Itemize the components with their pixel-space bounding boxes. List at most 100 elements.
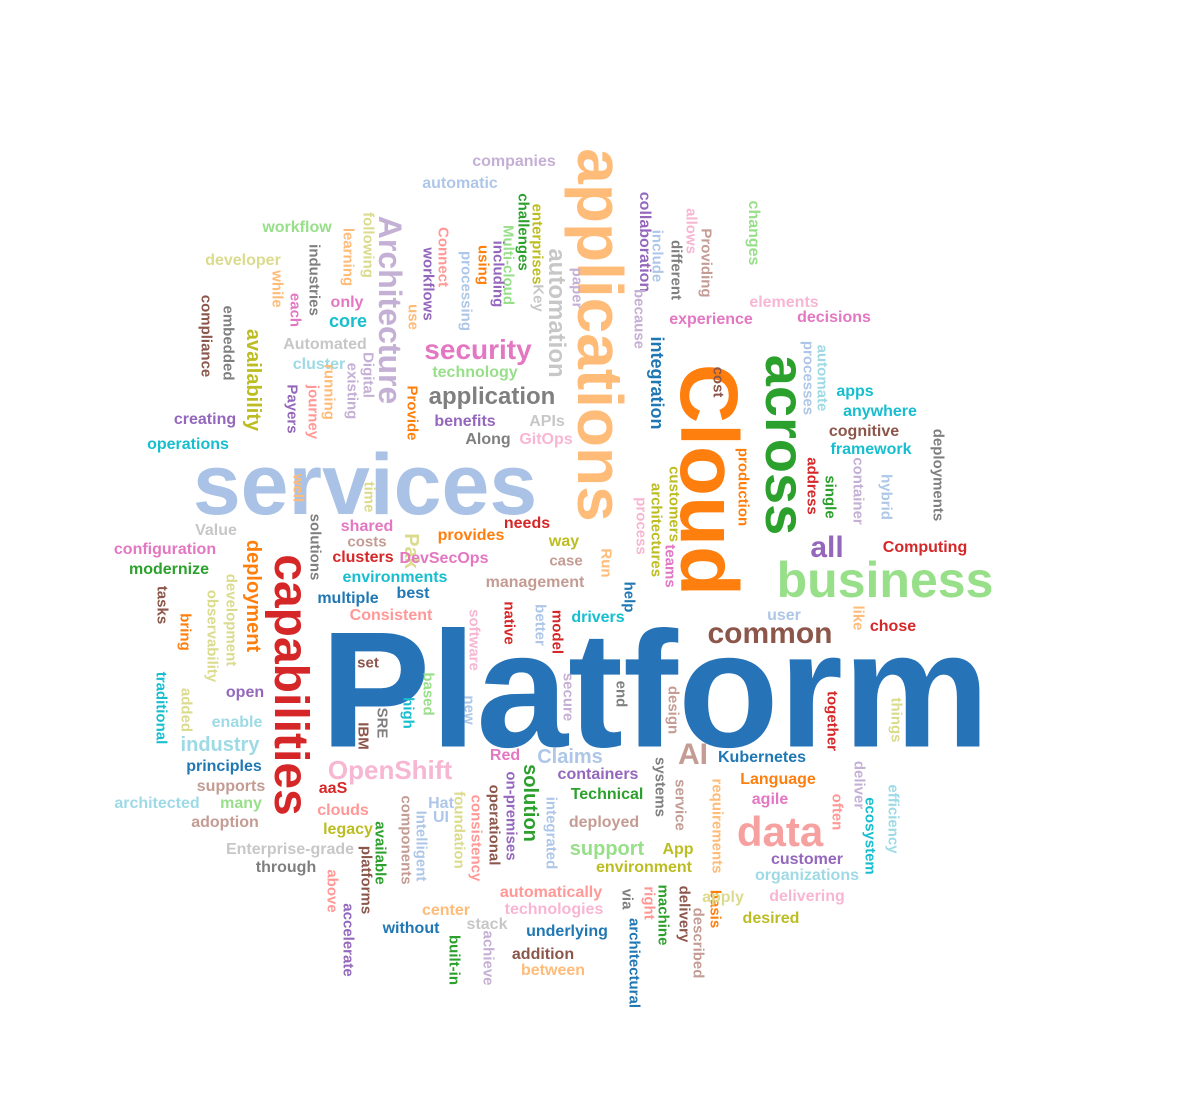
cloud-word: Language (740, 771, 816, 788)
cloud-word: accelerate (339, 903, 357, 977)
cloud-word: security (424, 334, 532, 365)
cloud-word: cluster (292, 356, 346, 373)
cloud-word: costs (347, 533, 387, 551)
cloud-word: enterprises (528, 203, 546, 285)
cloud-word: desired (742, 910, 800, 927)
cloud-word: environment (595, 859, 693, 876)
cloud-word: way (548, 533, 580, 550)
cloud-word: Hat (428, 795, 454, 812)
cloud-word: containers (557, 766, 639, 783)
cloud-word: without (382, 920, 440, 937)
cloud-word: workflow (262, 219, 332, 236)
cloud-word: configuration (113, 541, 217, 558)
cloud-word: capabilities (264, 554, 317, 816)
cloud-word: end (612, 680, 630, 708)
cloud-word: processing (457, 250, 475, 332)
cloud-word: include (648, 229, 666, 283)
cloud-word: teams (661, 544, 679, 588)
cloud-word: only (330, 294, 364, 311)
cloud-word: apps (836, 383, 874, 400)
cloud-word: single (821, 475, 839, 519)
cloud-word: support (569, 838, 645, 860)
cloud-word: while (268, 270, 286, 308)
cloud-word: service (671, 779, 689, 831)
cloud-word: hybrid (877, 474, 895, 520)
cloud-word: Along (465, 431, 511, 448)
cloud-word: challenges (514, 193, 532, 271)
cloud-word: technologies (504, 901, 604, 918)
cloud-word: companies (472, 153, 556, 170)
cloud-word: case (549, 552, 583, 570)
cloud-word: UI (433, 809, 449, 826)
cloud-word: efficiency (884, 784, 902, 854)
cloud-word: underlying (526, 923, 608, 940)
cloud-word: cost (709, 366, 727, 398)
cloud-word: needs (503, 515, 551, 532)
cloud-word: enable (211, 714, 263, 731)
cloud-word: address (803, 457, 821, 515)
cloud-word: high (399, 697, 417, 729)
cloud-word: paper (568, 267, 586, 309)
cloud-word: better (531, 604, 549, 646)
cloud-word: drivers (571, 609, 625, 626)
cloud-word: Intelligent (412, 810, 430, 882)
cloud-word: user (767, 607, 801, 624)
cloud-word: on-premises (502, 771, 520, 861)
cloud-word: DevSecOps (399, 550, 489, 567)
cloud-word: achieve (479, 930, 497, 986)
cloud-word: industries (305, 244, 323, 316)
cloud-word: many (220, 795, 262, 812)
cloud-word: native (500, 601, 518, 645)
cloud-word: industry (180, 734, 260, 756)
cloud-word: APIs (529, 413, 565, 430)
cloud-word: Automated (283, 336, 367, 353)
cloud-word: components (397, 795, 415, 885)
cloud-word: development (222, 573, 240, 667)
cloud-word: AI (678, 738, 708, 771)
cloud-word: IBM (354, 722, 372, 750)
cloud-word: Providing (697, 228, 715, 298)
cloud-word: existing (343, 362, 361, 420)
cloud-word: machine (654, 884, 672, 946)
cloud-word: all (810, 531, 844, 564)
cloud-word: requirements (708, 778, 726, 874)
cloud-word: Enterprise-grade (225, 841, 355, 858)
cloud-word: Provide (403, 385, 421, 441)
cloud-word: Computing (882, 539, 968, 556)
cloud-word: ecosystem (861, 797, 879, 875)
cloud-word: learning (339, 227, 357, 287)
cloud-word: together (823, 691, 841, 751)
cloud-word: business (776, 552, 994, 608)
cloud-word: automatically (499, 884, 603, 901)
cloud-word: best (396, 585, 430, 602)
cloud-word: application (428, 383, 556, 410)
cloud-word: shared (340, 518, 394, 535)
cloud-word: changes (745, 200, 762, 266)
cloud-word: open (225, 684, 265, 701)
cloud-word: Payers (283, 384, 301, 434)
cloud-word: App (662, 841, 694, 858)
cloud-word: SRE (373, 707, 391, 739)
cloud-word: available (371, 821, 389, 885)
cloud-word: common (707, 617, 833, 650)
cloud-word: Key (529, 284, 547, 312)
cloud-word: model (548, 609, 566, 655)
cloud-word: each (286, 292, 304, 328)
cloud-word: technology (432, 364, 518, 381)
cloud-word: experience (669, 311, 753, 328)
cloud-word: customer (770, 851, 844, 868)
cloud-word: processes (799, 340, 817, 416)
cloud-word: solutions (306, 513, 324, 581)
cloud-word: automate (813, 344, 831, 412)
cloud-word: stack (466, 916, 508, 933)
cloud-word: architected (114, 795, 200, 812)
cloud-word: Digital (359, 352, 377, 398)
cloud-word: new (460, 695, 478, 725)
cloud-word: help (620, 581, 638, 613)
cloud-word: bring (176, 613, 194, 651)
cloud-word: running (320, 364, 338, 420)
cloud-word: Technical (570, 786, 644, 803)
cloud-word: legacy (323, 821, 373, 838)
cloud-word: developer (205, 252, 281, 269)
